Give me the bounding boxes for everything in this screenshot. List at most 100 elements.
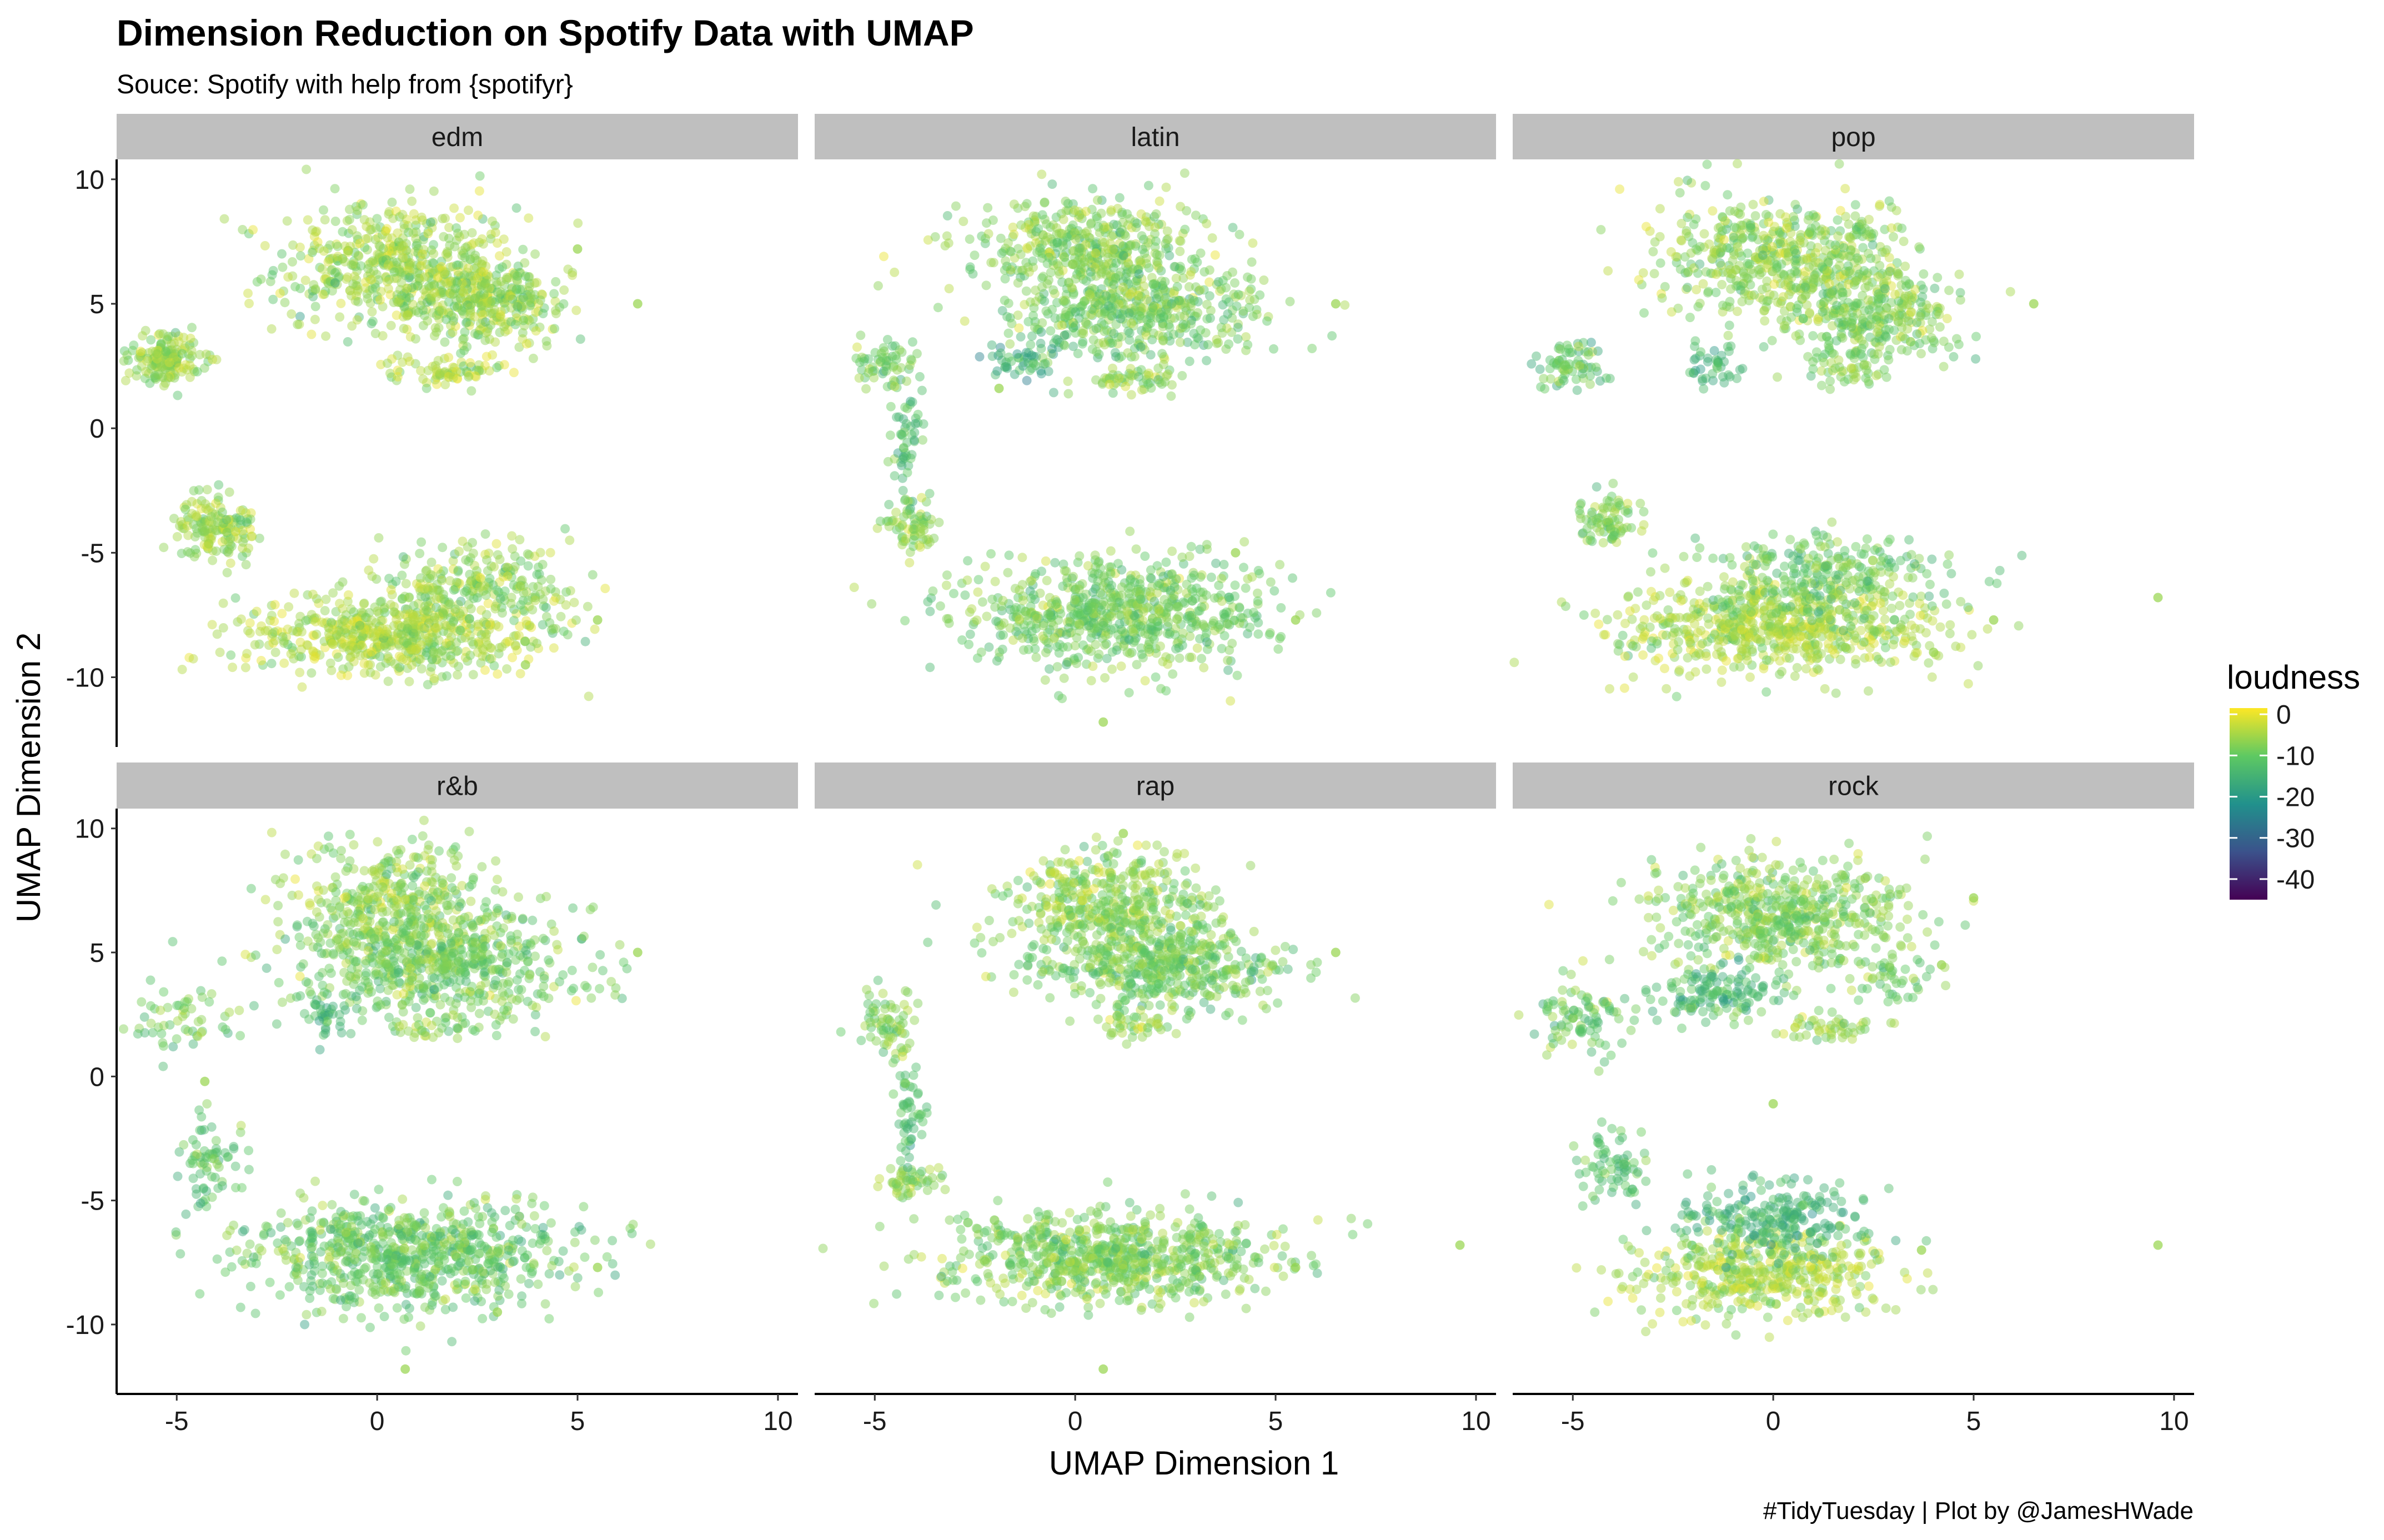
- data-point: [1033, 224, 1043, 234]
- data-point: [1124, 308, 1134, 318]
- data-point: [1158, 571, 1168, 581]
- data-point: [1717, 280, 1727, 289]
- data-point: [403, 308, 413, 318]
- data-point: [538, 620, 548, 630]
- data-point: [1918, 284, 1928, 294]
- data-point: [416, 260, 426, 270]
- data-point: [1105, 583, 1115, 593]
- data-point: [571, 615, 581, 625]
- data-point: [1914, 242, 1924, 252]
- data-point: [498, 608, 507, 618]
- data-point: [333, 256, 343, 266]
- data-point: [429, 649, 439, 659]
- data-point: [325, 240, 335, 250]
- data-point: [1132, 586, 1142, 596]
- data-point: [1093, 558, 1103, 568]
- data-point: [992, 366, 1002, 376]
- data-point: [401, 296, 411, 306]
- data-point: [479, 294, 489, 304]
- data-point: [1585, 535, 1595, 545]
- data-point: [374, 533, 384, 543]
- data-point: [1834, 159, 1844, 169]
- facet-strip-label: latin: [1131, 123, 1180, 152]
- data-point: [1241, 332, 1251, 342]
- data-point: [443, 247, 452, 257]
- data-point: [1858, 313, 1867, 323]
- data-point: [1021, 286, 1031, 296]
- data-point: [935, 601, 945, 611]
- data-point: [1078, 325, 1088, 335]
- data-point: [533, 562, 543, 572]
- data-point: [472, 286, 482, 296]
- data-point: [146, 364, 156, 374]
- data-point: [1731, 265, 1740, 274]
- data-point: [504, 291, 514, 301]
- data-point: [460, 252, 470, 262]
- data-point: [998, 630, 1008, 640]
- data-point: [345, 204, 354, 214]
- data-point: [1592, 482, 1602, 492]
- data-point: [1718, 372, 1728, 382]
- data-point: [443, 252, 453, 262]
- data-point: [448, 289, 457, 299]
- data-point: [1791, 260, 1801, 270]
- data-point: [500, 280, 510, 290]
- data-point: [362, 289, 372, 299]
- data-point: [1213, 338, 1223, 348]
- data-point: [1025, 365, 1035, 375]
- data-point: [384, 274, 394, 284]
- data-point: [1117, 582, 1127, 592]
- data-point: [1177, 552, 1187, 562]
- data-point: [450, 283, 460, 293]
- data-point: [1163, 369, 1173, 379]
- data-point: [374, 254, 384, 264]
- data-point: [403, 220, 413, 230]
- data-point: [1196, 572, 1206, 582]
- data-point: [456, 272, 466, 282]
- data-point: [352, 275, 362, 285]
- data-point: [252, 606, 262, 616]
- data-point: [520, 271, 530, 281]
- data-point: [549, 289, 559, 299]
- data-point: [270, 600, 280, 610]
- data-point: [414, 273, 424, 283]
- data-point: [1639, 308, 1649, 318]
- data-point: [1190, 254, 1200, 264]
- data-point: [270, 636, 280, 645]
- data-point: [434, 264, 444, 274]
- data-point: [1649, 269, 1659, 279]
- data-point: [518, 295, 528, 305]
- data-point: [319, 289, 329, 299]
- data-point: [949, 589, 958, 599]
- data-point: [484, 272, 494, 282]
- data-point: [1758, 295, 1768, 305]
- data-point: [405, 271, 415, 280]
- data-point: [401, 292, 411, 302]
- data-point: [464, 372, 474, 382]
- data-point: [334, 273, 344, 283]
- data-point: [365, 225, 375, 235]
- data-point: [1881, 372, 1891, 382]
- data-point: [867, 599, 877, 609]
- data-point: [1228, 223, 1238, 233]
- data-point: [917, 493, 926, 503]
- data-point: [1702, 159, 1712, 169]
- data-point: [864, 354, 874, 364]
- data-point: [1180, 311, 1190, 321]
- data-point: [1885, 345, 1895, 354]
- data-point: [395, 285, 405, 294]
- data-point: [363, 233, 373, 243]
- data-point: [583, 601, 593, 611]
- data-point: [545, 548, 555, 558]
- data-point: [1109, 601, 1118, 611]
- data-point: [393, 297, 403, 307]
- data-point: [463, 263, 473, 273]
- data-point: [1759, 197, 1769, 207]
- data-point: [324, 254, 334, 264]
- data-point: [1675, 188, 1685, 198]
- data-point: [1821, 332, 1831, 342]
- data-point: [1535, 364, 1545, 374]
- data-point: [1971, 332, 1981, 342]
- data-point: [329, 279, 339, 289]
- data-point: [392, 290, 402, 300]
